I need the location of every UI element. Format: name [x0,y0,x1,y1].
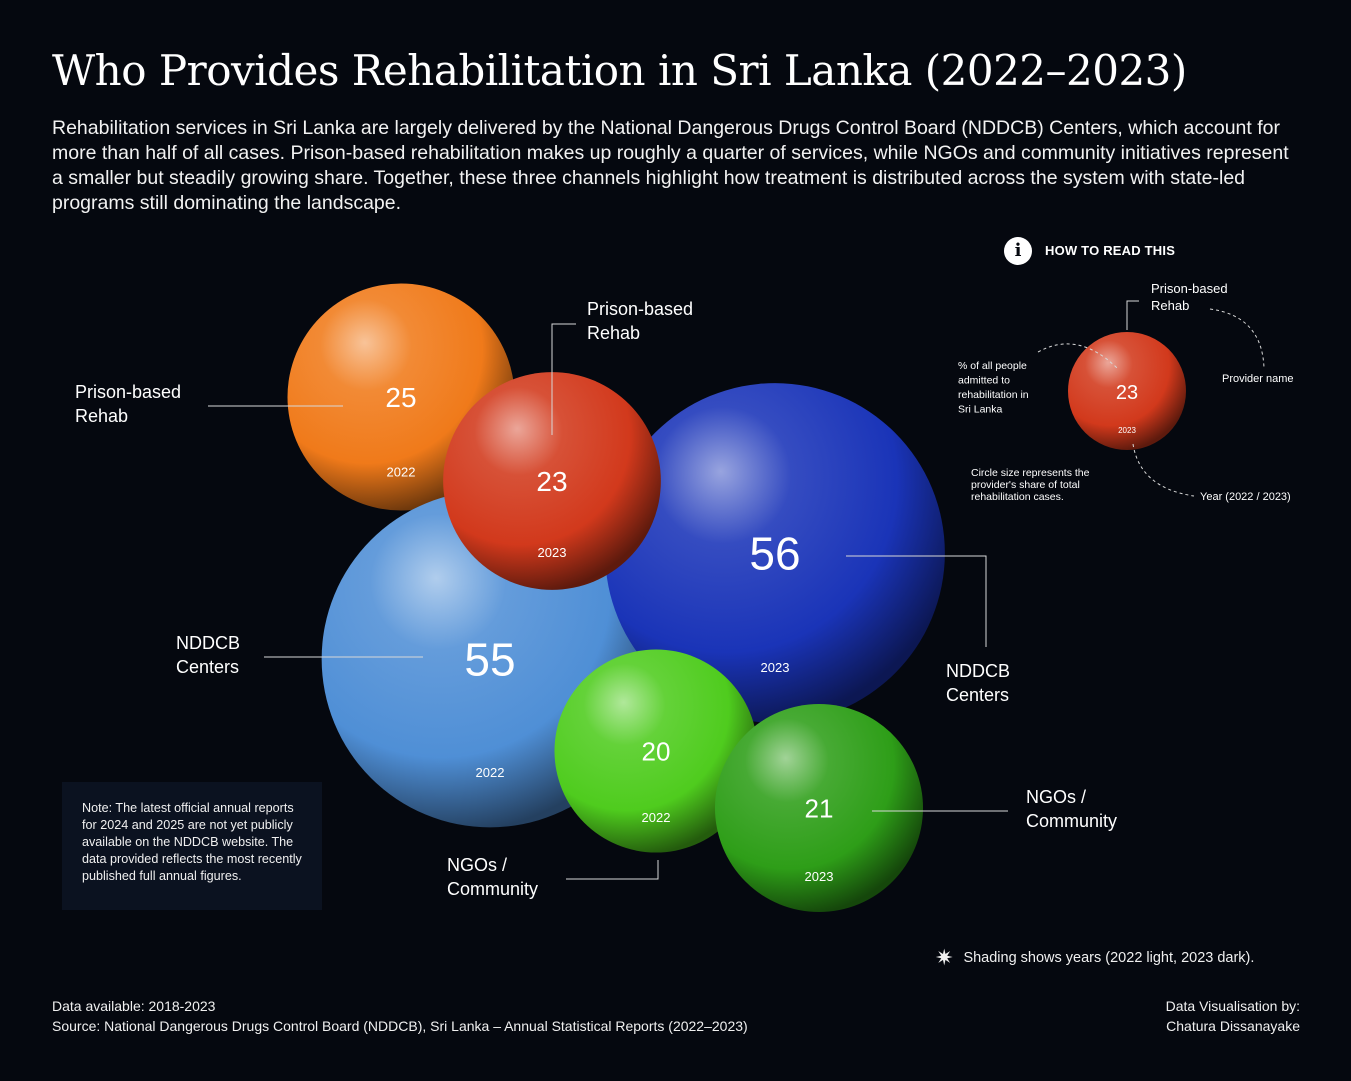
legend-leader [1126,300,1139,330]
credit-line-1: Data Visualisation by: [1165,998,1300,1014]
legend-size-label: Circle size represents the provider's sha… [971,467,1090,503]
bubble-group: 23 2023 [443,372,661,590]
note-box: Note: The latest official annual reports… [62,782,322,910]
legend-percent-label: % of all people admitted to rehabilitation… [958,360,1029,416]
provider-label: Prison-based Rehab [75,382,181,426]
bubble-year-label: 2022 [387,464,416,479]
bubble-year-label: 2022 [642,810,671,825]
provider-label: Prison-based Rehab [587,299,693,343]
footer-credit: Data Visualisation by: Chatura Dissanaya… [1166,996,1300,1036]
bubble-group: 20 2022 [554,649,758,853]
bubble-value-label: 56 [749,528,800,580]
bubble-value-label: 55 [464,634,515,686]
legend-example-bubble [1068,332,1186,450]
shading-note-text: Shading shows years (2022 light, 2023 da… [963,950,1255,966]
leader-line [846,555,987,647]
chart-title: Who Provides Rehabilitation in Sri Lanka… [52,46,1187,95]
shading-note: ✷ Shading shows years (2022 light, 2023 d… [935,945,1254,971]
provider-label: NDDCB Centers [176,633,240,677]
how-to-read-legend: 23 2023 Prison-based Rehab % of all people ad… [958,281,1294,503]
bubble-year-label: 2022 [476,765,505,780]
source-text: Source: National Dangerous Drugs Control… [52,1018,748,1034]
leader-line [566,860,659,880]
bubble-value-label: 25 [385,382,416,413]
bubble-2022 [554,649,758,853]
legend-example-year: 2023 [1118,426,1136,435]
note-text: Note: The latest official annual reports… [82,801,302,883]
provider-label: NGOs / Community [447,855,538,899]
bubble-value-label: 21 [805,793,834,823]
info-icon: i [1004,237,1032,265]
legend-leader-dashed [1132,443,1195,497]
legend-provider-label: Prison-based Rehab [1151,281,1228,313]
legend-provider-name-label: Provider name [1222,373,1294,385]
bubble-group: 21 2023 [714,703,924,913]
legend-leader-dashed [1037,343,1118,369]
star-burst-icon: ✷ [935,945,954,970]
footer-source: Data available: 2018-2023 Source: Nation… [52,996,748,1036]
credit-line-2: Chatura Dissanayake [1166,1018,1300,1034]
bubble-year-label: 2023 [538,545,567,560]
bubble-value-label: 20 [642,736,671,766]
bubble-year-label: 2023 [805,869,834,884]
bubble-value-label: 23 [536,466,567,497]
how-to-read-heading: HOW TO READ THIS [1045,243,1176,258]
provider-label: NGOs / Community [1026,787,1117,831]
bubble-2023 [605,383,945,723]
bubble-2023 [443,372,661,590]
provider-label: NDDCB Centers [946,661,1010,705]
legend-example-value: 23 [1116,382,1138,404]
leader-line [551,323,576,435]
bubble-2023 [714,703,924,913]
chart-subtitle: Rehabilitation services in Sri Lanka are… [52,117,1289,214]
bubble-group: 56 2023 [605,383,945,723]
legend-year-label: Year (2022 / 2023) [1200,491,1291,503]
legend-leader-dashed [1209,308,1265,369]
data-available-text: Data available: 2018-2023 [52,998,216,1014]
bubble-year-label: 2023 [761,660,790,675]
